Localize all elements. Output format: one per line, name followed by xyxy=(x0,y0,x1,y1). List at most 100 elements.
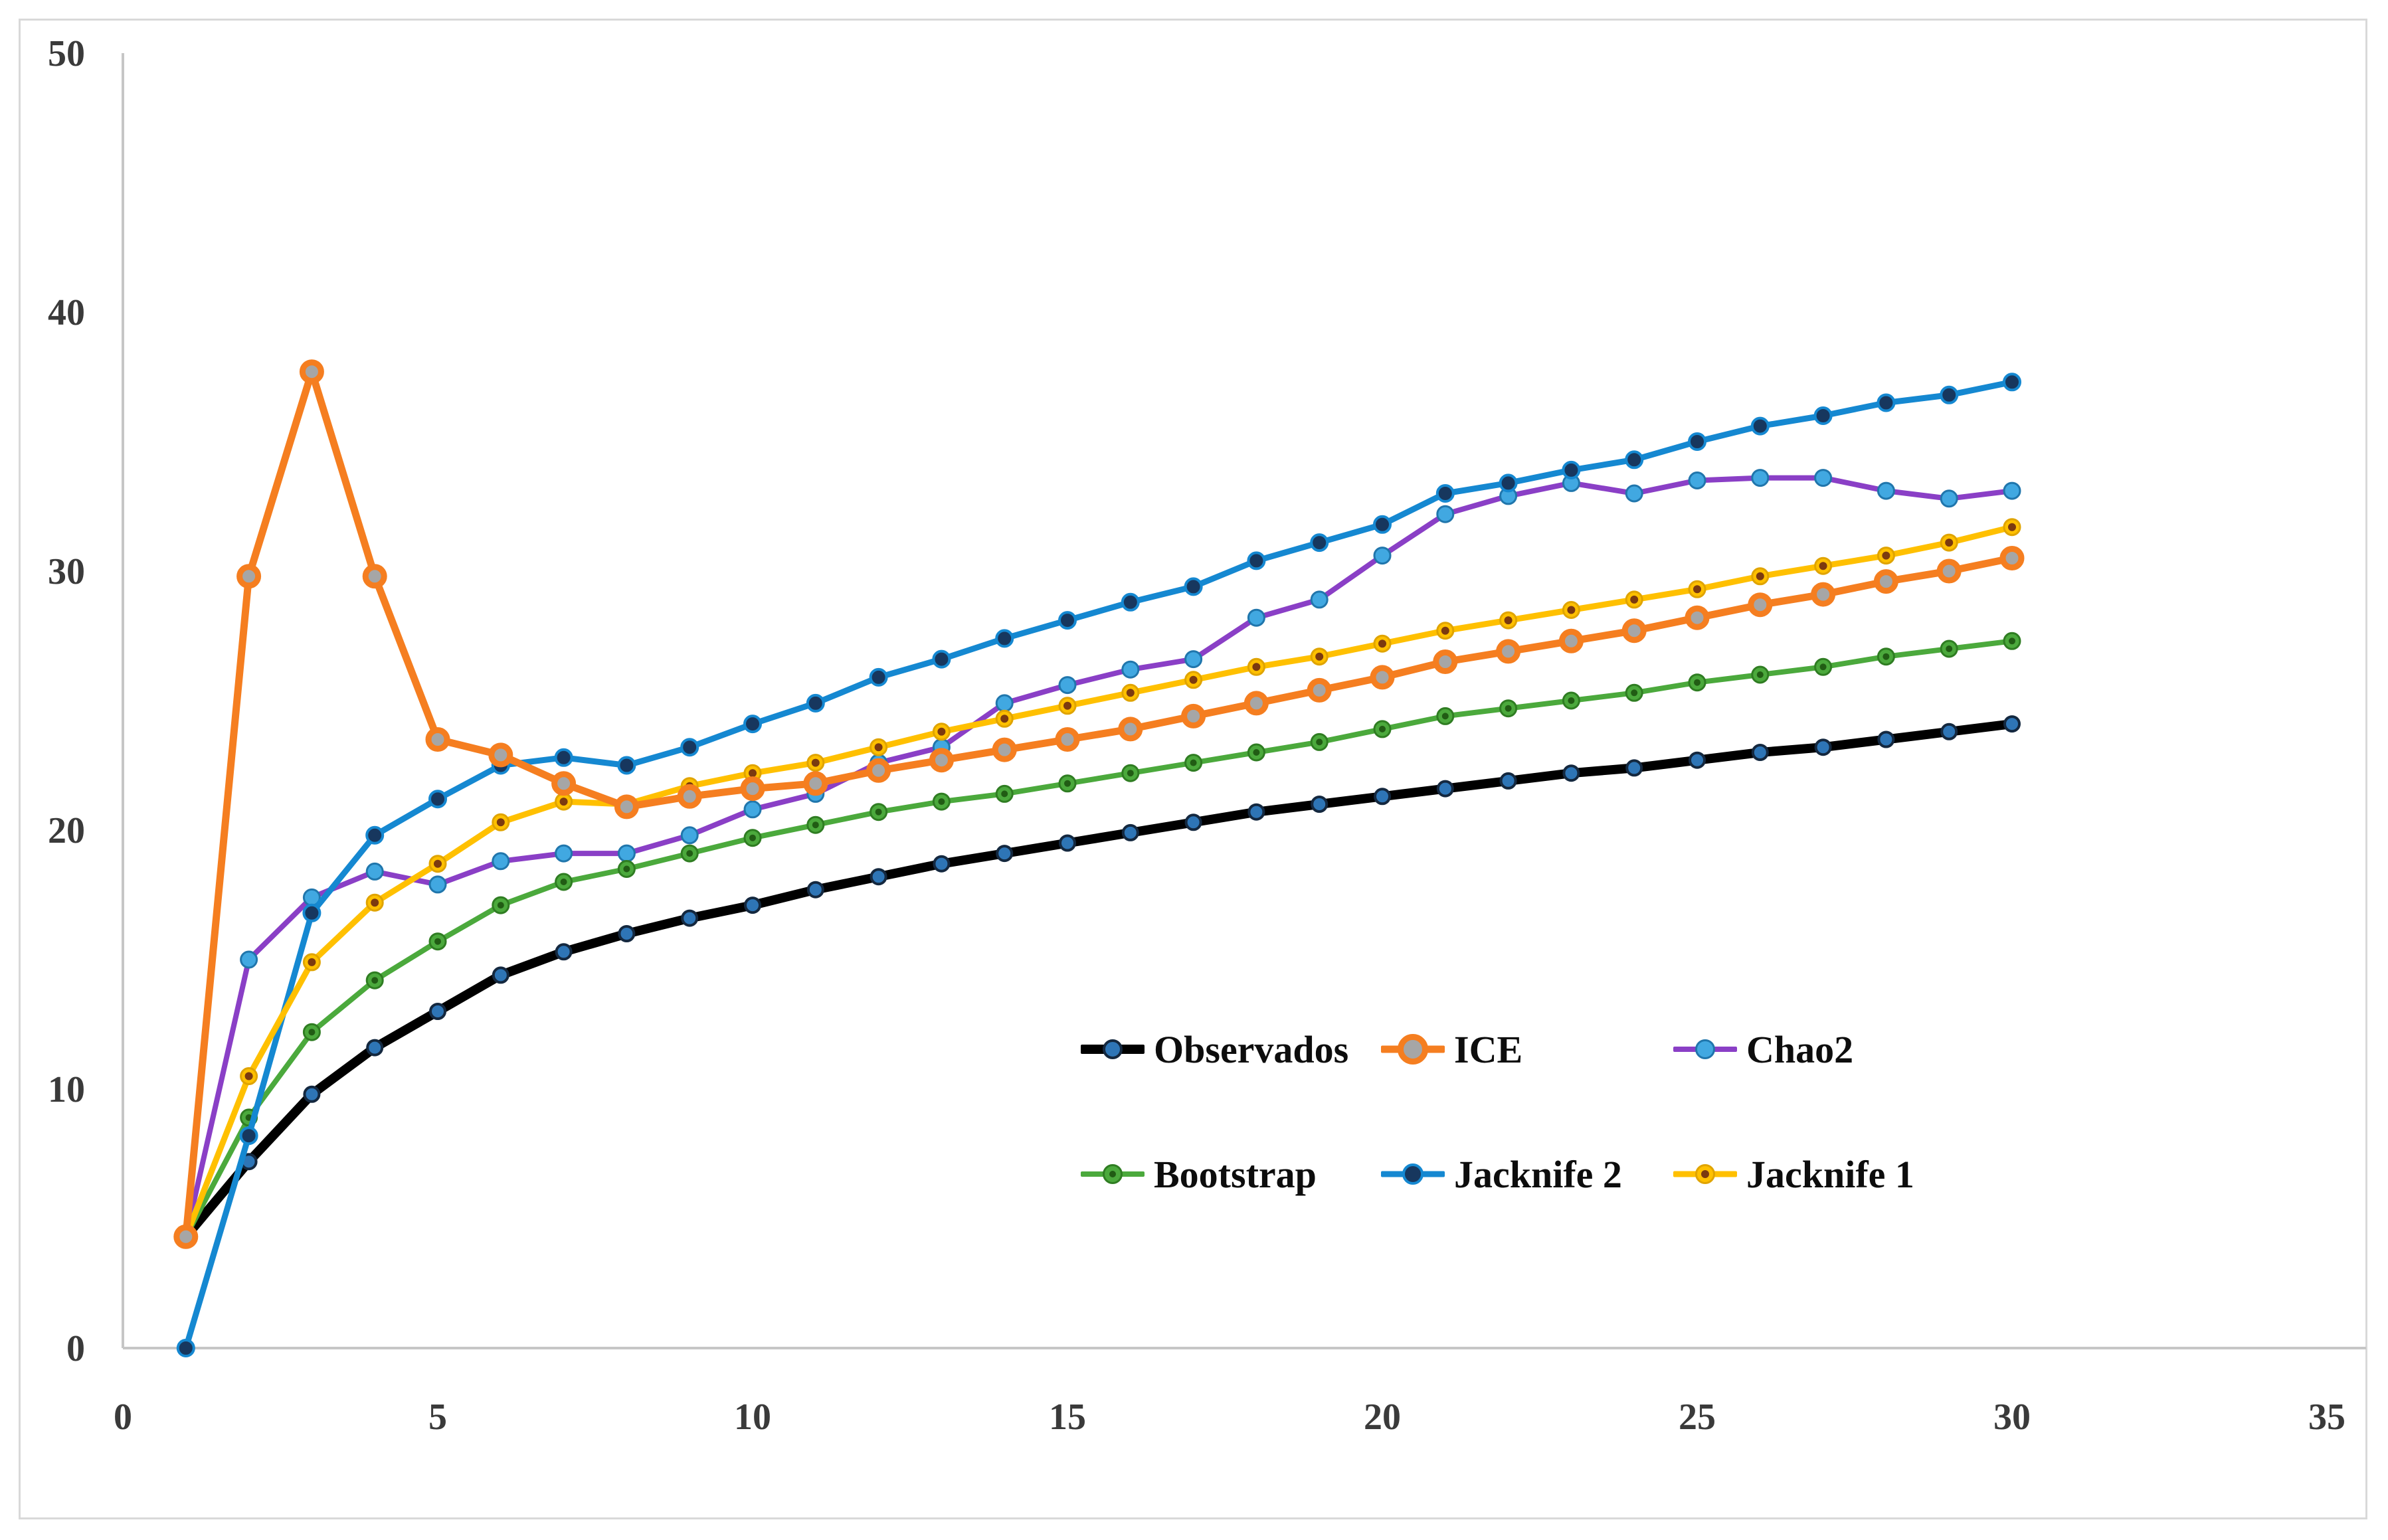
data-point-marker xyxy=(803,771,828,796)
data-point-marker xyxy=(1877,393,1896,412)
data-point-marker xyxy=(1307,677,1332,703)
data-point-marker xyxy=(366,1039,384,1057)
data-point-marker xyxy=(1436,780,1454,798)
data-point-marker xyxy=(617,844,636,863)
data-point-marker xyxy=(1435,484,1455,503)
data-point-marker xyxy=(1373,547,1392,565)
data-point-marker xyxy=(428,790,447,809)
x-tick-label: 25 xyxy=(1679,1397,1716,1438)
data-point-marker xyxy=(680,738,699,757)
data-point-marker xyxy=(492,966,509,984)
data-point-marker xyxy=(869,667,888,687)
data-point-marker xyxy=(551,771,577,796)
data-point-marker xyxy=(1814,469,1833,487)
data-point-marker xyxy=(492,852,510,871)
data-point-marker xyxy=(1689,751,1706,769)
data-point-marker xyxy=(488,742,513,768)
data-point-marker xyxy=(1625,450,1644,470)
data-point-marker xyxy=(1055,727,1080,752)
data-point-marker xyxy=(239,1126,258,1146)
x-tick-label: 20 xyxy=(1364,1397,1401,1438)
data-point-marker xyxy=(1436,505,1455,523)
data-point-marker xyxy=(932,649,951,669)
data-point-marker xyxy=(1940,723,1958,740)
data-point-marker xyxy=(1814,738,1832,756)
data-point-marker xyxy=(1121,660,1140,679)
data-point-marker xyxy=(614,794,639,819)
data-point-marker xyxy=(1625,484,1643,503)
data-point-marker xyxy=(618,925,636,942)
data-point-marker xyxy=(1059,834,1076,852)
data-point-marker xyxy=(929,748,954,773)
x-tick-label: 5 xyxy=(428,1397,447,1438)
y-axis-tick-labels: 0 10 20 30 40 50 xyxy=(48,33,85,1369)
data-point-marker xyxy=(996,845,1014,863)
y-tick-label: 50 xyxy=(48,33,85,74)
data-point-marker xyxy=(1118,717,1143,742)
data-point-marker xyxy=(555,844,573,863)
x-tick-label: 10 xyxy=(734,1397,771,1438)
data-point-marker xyxy=(2003,715,2021,733)
data-point-marker xyxy=(933,855,951,873)
data-point-marker xyxy=(1310,590,1329,609)
data-point-marker xyxy=(995,694,1014,713)
data-point-marker xyxy=(365,862,384,881)
data-point-marker xyxy=(1121,823,1139,841)
data-point-marker xyxy=(1688,471,1706,489)
data-point-marker xyxy=(617,756,636,775)
data-point-marker xyxy=(1558,628,1584,653)
data-point-marker xyxy=(1621,618,1647,643)
data-point-marker xyxy=(1940,385,1959,404)
data-point-marker xyxy=(1184,577,1203,596)
data-point-marker xyxy=(1936,558,1962,584)
series-ice xyxy=(173,359,2025,1249)
data-point-marker xyxy=(1940,489,1958,508)
data-point-marker xyxy=(302,903,321,922)
data-point-marker xyxy=(1499,473,1518,493)
data-point-marker xyxy=(992,737,1017,762)
data-point-marker xyxy=(681,909,699,927)
x-tick-label: 0 xyxy=(114,1397,132,1438)
data-point-marker xyxy=(1370,665,1395,690)
data-point-marker xyxy=(1685,605,1710,630)
data-point-marker xyxy=(1562,764,1580,782)
data-point-marker xyxy=(240,950,258,969)
y-tick-label: 20 xyxy=(48,810,85,851)
data-point-marker xyxy=(365,825,385,845)
data-point-marker xyxy=(1058,676,1077,695)
data-point-marker xyxy=(1243,691,1269,716)
data-point-marker xyxy=(425,727,450,752)
data-point-marker xyxy=(1247,608,1265,627)
y-tick-label: 40 xyxy=(48,292,85,333)
x-tick-label: 30 xyxy=(1993,1397,2031,1438)
data-point-marker xyxy=(680,826,699,845)
figure-border xyxy=(19,19,2367,1519)
data-point-marker xyxy=(740,776,765,802)
data-point-marker xyxy=(1499,772,1517,790)
y-tick-label: 0 xyxy=(66,1328,85,1369)
data-point-marker xyxy=(428,875,447,894)
data-point-marker xyxy=(1373,515,1392,534)
data-point-marker xyxy=(1688,432,1706,451)
data-point-marker xyxy=(554,748,573,767)
data-point-marker xyxy=(1750,416,1770,436)
data-point-marker xyxy=(1873,569,1898,594)
x-tick-label: 35 xyxy=(2308,1397,2345,1438)
data-point-marker xyxy=(1374,788,1391,806)
data-point-marker xyxy=(1751,469,1770,487)
data-point-marker xyxy=(362,564,387,589)
data-point-marker xyxy=(555,943,573,961)
data-point-marker xyxy=(1121,592,1140,612)
y-tick-label: 30 xyxy=(48,551,85,592)
data-point-marker xyxy=(1877,730,1895,748)
data-point-marker xyxy=(303,1085,321,1103)
data-point-marker xyxy=(1562,460,1581,479)
data-point-marker xyxy=(744,897,761,914)
data-point-marker xyxy=(743,800,762,819)
series-jacknife-1 xyxy=(177,518,2021,1246)
data-point-marker xyxy=(1433,649,1458,674)
data-point-marker xyxy=(806,881,824,898)
data-point-marker xyxy=(677,784,702,809)
